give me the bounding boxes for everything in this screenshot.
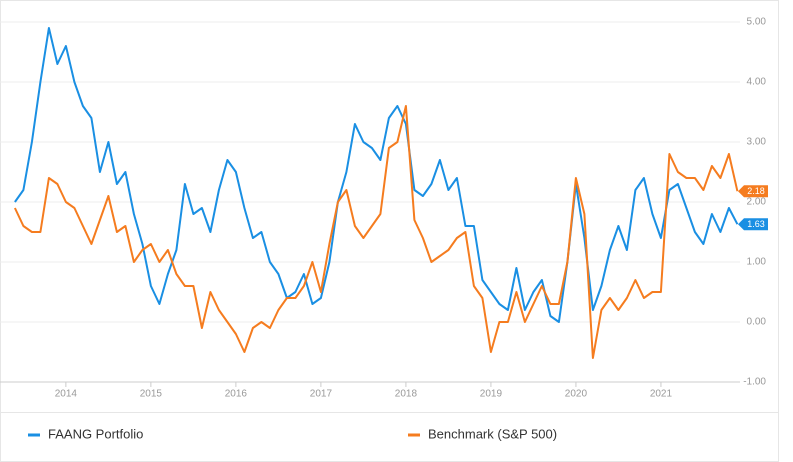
y-tick-label: 5.00 <box>747 17 767 28</box>
x-tick-label: 2018 <box>395 389 418 400</box>
end-value-label: 1.63 <box>747 219 765 229</box>
y-tick-label: 1.00 <box>747 257 767 268</box>
y-tick-label: 4.00 <box>747 77 767 88</box>
end-value-label: 2.18 <box>747 186 765 196</box>
x-tick-label: 2019 <box>480 389 503 400</box>
x-tick-label: 2015 <box>140 389 163 400</box>
y-tick-label: -1.00 <box>743 377 766 388</box>
x-tick-label: 2017 <box>310 389 333 400</box>
series-line <box>14 27 739 323</box>
legend-label: Benchmark (S&P 500) <box>428 426 557 441</box>
end-badge <box>738 218 768 231</box>
legend-label: FAANG Portfolio <box>48 426 143 441</box>
series-line <box>13 105 739 359</box>
x-tick-label: 2014 <box>55 389 78 400</box>
x-tick-label: 2021 <box>650 389 673 400</box>
y-tick-label: 2.00 <box>747 197 767 208</box>
end-badge <box>738 185 768 198</box>
y-tick-label: 3.00 <box>747 137 767 148</box>
y-tick-label: 0.00 <box>747 317 767 328</box>
x-tick-label: 2020 <box>565 389 588 400</box>
x-tick-label: 2016 <box>225 389 248 400</box>
